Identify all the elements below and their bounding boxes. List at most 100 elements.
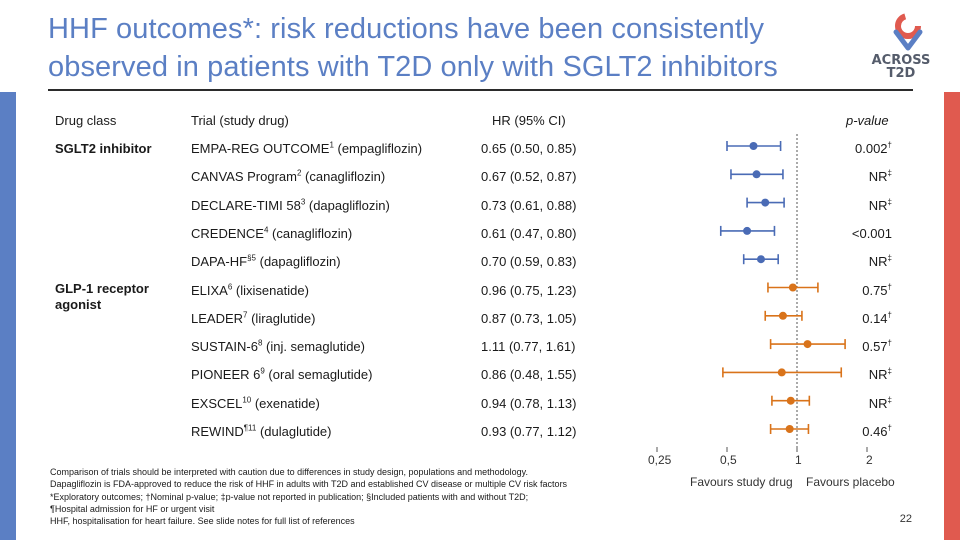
p-value-text: 0.75: [862, 282, 888, 298]
x-tick-label: 2: [866, 453, 873, 467]
hr-value: 0.87 (0.73, 1.05): [481, 310, 577, 326]
header-drug-class: Drug class: [55, 113, 117, 128]
p-value-mark: †: [887, 338, 892, 348]
trial-drug: (lixisenatide): [232, 282, 309, 298]
p-value-text: NR: [868, 197, 888, 213]
trial-reference: 3: [300, 197, 306, 207]
table-row: REWIND¶11 (dulaglutide) 0.93 (0.77, 1.12)…: [0, 424, 960, 452]
p-value-text: 0.46: [862, 424, 888, 439]
trial-name: CANVAS Program2 (canagliflozin): [191, 169, 385, 184]
p-value: 0.57†: [862, 339, 892, 354]
trial-name: ELIXA6 (lixisenatide): [191, 283, 309, 298]
group-label-sglt2: SGLT2 inhibitor: [55, 141, 152, 156]
p-value-text: NR: [868, 254, 888, 270]
p-value-text: 0.14: [862, 310, 888, 326]
trial-drug: (empagliflozin): [333, 141, 423, 156]
trial-drug: (inj. semaglutide): [262, 339, 365, 355]
p-value-text: NR: [868, 169, 888, 185]
trial-drug: (canagliflozin): [301, 169, 386, 185]
hr-value: 1.11 (0.77, 1.61): [481, 339, 576, 355]
trial-drug: (dapagliflozin): [305, 197, 390, 213]
footnote-line: *Exploratory outcomes; †Nominal p-value;…: [50, 491, 529, 502]
trial-drug: (dulaglutide): [256, 424, 332, 439]
logo-text: ACROSS T2D: [866, 54, 936, 80]
p-value: 0.14†: [862, 311, 892, 326]
table-row: SUSTAIN-68 (inj. semaglutide) 1.11 (0.77,…: [0, 339, 960, 367]
table-row: ELIXA6 (lixisenatide) 0.96 (0.75, 1.23) 0.…: [0, 283, 960, 311]
p-value-mark: †: [887, 140, 892, 150]
x-tick-label: 0,25: [648, 453, 672, 467]
p-value: 0.75†: [862, 283, 892, 298]
footnote-line: HHF, hospitalisation for heart failure. …: [50, 516, 355, 527]
table-row: DAPA-HF§5 (dapagliflozin) 0.70 (0.59, 0.8…: [0, 254, 960, 282]
hr-value: 0.65 (0.50, 0.85): [481, 141, 577, 156]
trial-drug: (dapagliflozin): [256, 254, 341, 270]
p-value-text: NR: [868, 395, 888, 411]
trial-title: SUSTAIN-6: [191, 339, 258, 355]
trial-title: LEADER: [191, 310, 244, 326]
x-tick-label: 1: [795, 453, 802, 467]
p-value-mark: †: [887, 310, 892, 320]
table-row: PIONEER 69 (oral semaglutide) 0.86 (0.48,…: [0, 367, 960, 395]
trial-reference: ¶11: [243, 423, 257, 433]
p-value: NR‡: [869, 396, 892, 411]
trial-name: SUSTAIN-68 (inj. semaglutide): [191, 339, 365, 354]
hr-value: 0.67 (0.52, 0.87): [481, 169, 577, 185]
trial-name: EXSCEL10 (exenatide): [191, 396, 320, 411]
trial-title: CREDENCE: [191, 225, 264, 241]
group-label-glp1: GLP-1 receptor agonist: [55, 281, 149, 312]
footnote-line: Dapagliflozin is FDA-approved to reduce …: [50, 479, 568, 490]
p-value-mark: †: [887, 423, 892, 433]
favours-placebo-label: Favours placebo: [806, 475, 895, 489]
table-row: EMPA-REG OUTCOME1 (empagliflozin) 0.65 (0…: [0, 141, 960, 169]
trial-reference: 1: [329, 140, 334, 150]
trial-name: DAPA-HF§5 (dapagliflozin): [191, 254, 341, 269]
p-value-text: NR: [868, 367, 888, 383]
p-value-text: 0.57: [862, 339, 888, 355]
hr-value: 0.70 (0.59, 0.83): [481, 254, 577, 270]
trial-title: PIONEER 6: [191, 367, 261, 383]
trial-name: REWIND¶11 (dulaglutide): [191, 424, 331, 439]
left-accent-bar: [0, 92, 16, 540]
p-value-mark: ‡: [887, 395, 892, 405]
p-value: <0.001: [852, 226, 892, 241]
trial-reference: 8: [257, 338, 263, 348]
p-value: 0.46†: [862, 424, 892, 439]
title-line-1: HHF outcomes*: risk reductions have been…: [48, 13, 765, 45]
table-row: CREDENCE4 (canagliflozin) 0.61 (0.47, 0.8…: [0, 226, 960, 254]
header-hr: HR (95% CI): [492, 113, 566, 128]
trial-drug: (canagliflozin): [268, 225, 353, 241]
trial-reference: 2: [296, 168, 302, 178]
hr-value: 0.86 (0.48, 1.55): [481, 367, 577, 383]
table-row: DECLARE-TIMI 583 (dapagliflozin) 0.73 (0.…: [0, 198, 960, 226]
p-value: NR‡: [869, 367, 892, 382]
p-value: NR‡: [869, 198, 892, 213]
trial-title: EXSCEL: [191, 395, 243, 411]
hr-value: 0.93 (0.77, 1.12): [481, 424, 577, 439]
logo-text-line1: ACROSS: [871, 53, 931, 68]
trial-reference: 10: [242, 395, 252, 405]
p-value-text: <0.001: [851, 225, 892, 241]
across-t2d-logo: ACROSS T2D: [866, 12, 936, 84]
trial-title: REWIND: [191, 424, 244, 439]
trial-title: DAPA-HF: [191, 254, 248, 270]
logo-heart-icon: [893, 13, 923, 51]
trial-reference: 6: [227, 282, 233, 292]
x-tick-label: 0,5: [720, 453, 737, 467]
table-row: EXSCEL10 (exenatide) 0.94 (0.78, 1.13) NR‡: [0, 396, 960, 424]
table-row: CANVAS Program2 (canagliflozin) 0.67 (0.5…: [0, 169, 960, 197]
header-p-value: p-value: [846, 113, 889, 128]
hr-value: 0.61 (0.47, 0.80): [481, 225, 577, 241]
trial-name: PIONEER 69 (oral semaglutide): [191, 367, 372, 382]
title-line-2: observed in patients with T2D only with …: [48, 51, 778, 83]
page-number: 22: [899, 513, 912, 525]
slide-title: HHF outcomes*: risk reductions have been…: [48, 10, 868, 86]
trial-title: ELIXA: [191, 282, 228, 298]
hr-value: 0.94 (0.78, 1.13): [481, 395, 577, 411]
trial-name: LEADER7 (liraglutide): [191, 311, 315, 326]
favours-study-drug-label: Favours study drug: [690, 475, 793, 489]
p-value: NR‡: [869, 169, 892, 184]
p-value-mark: ‡: [887, 253, 892, 263]
trial-reference: §5: [247, 253, 257, 263]
p-value-mark: ‡: [887, 197, 892, 207]
